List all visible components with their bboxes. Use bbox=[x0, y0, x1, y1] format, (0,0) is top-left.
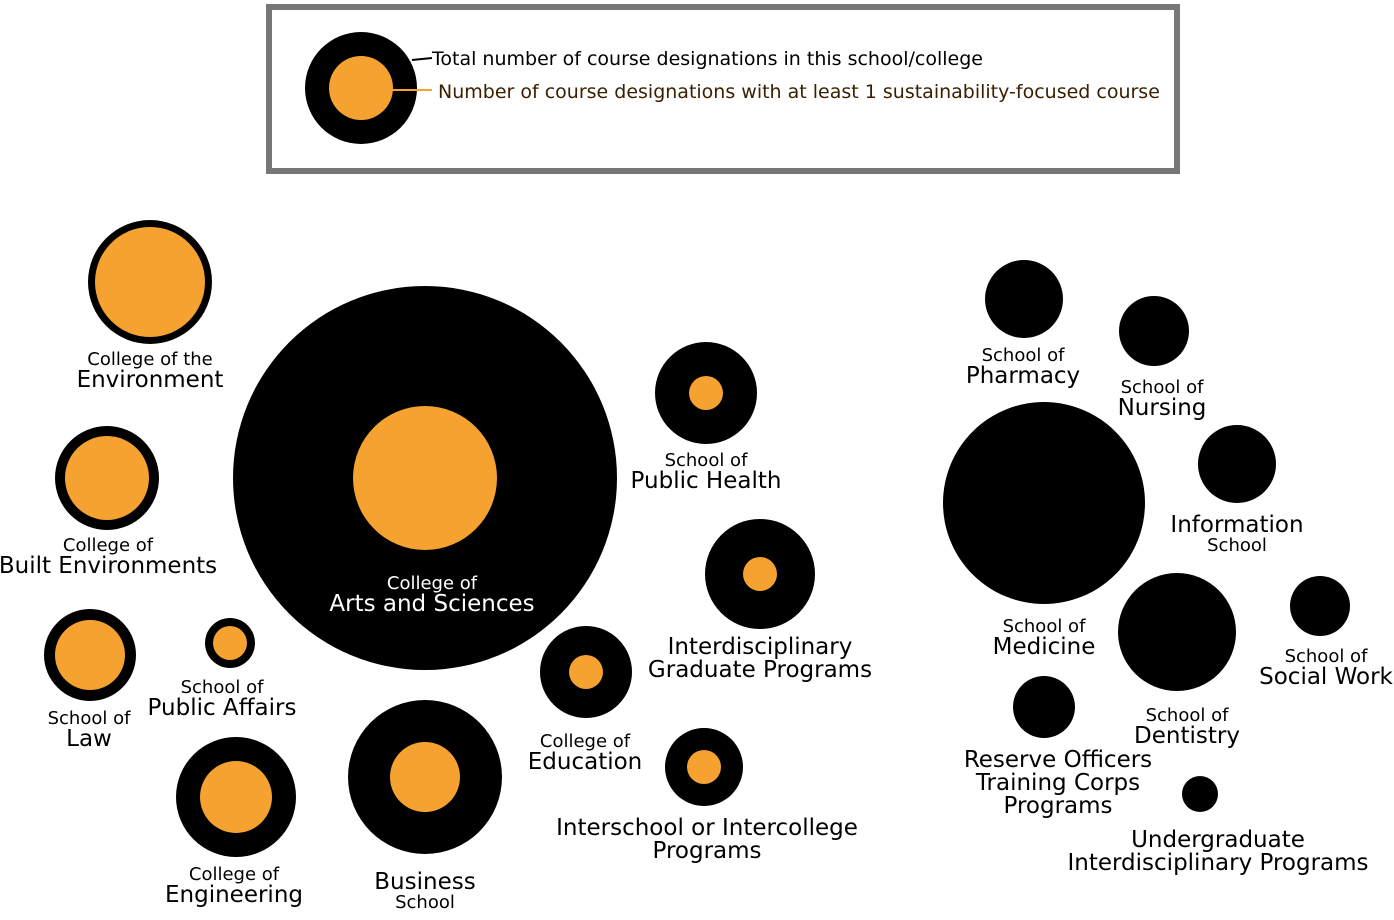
label-rotc: Reserve Officers Training Corps Programs bbox=[964, 749, 1152, 818]
label-information: Information School bbox=[1170, 514, 1303, 555]
sustainability-circle bbox=[353, 406, 497, 550]
bubble-education bbox=[540, 626, 632, 718]
label-arts-sciences: College of Arts and Sciences bbox=[329, 575, 534, 616]
label-business: Business School bbox=[374, 871, 475, 912]
label-line-2: Public Affairs bbox=[147, 695, 297, 721]
bubble-environment bbox=[88, 220, 212, 344]
bubble-pharmacy bbox=[985, 260, 1063, 338]
label-line-1: School of bbox=[1145, 705, 1229, 726]
label-undergraduate-interdisciplinary: Undergraduate Interdisciplinary Programs bbox=[1067, 829, 1368, 875]
bubble-information bbox=[1198, 425, 1276, 503]
label-pharmacy: School of Pharmacy bbox=[966, 347, 1080, 388]
legend-sustainability-circle bbox=[329, 56, 393, 120]
label-line-1: College of bbox=[539, 731, 631, 752]
sustainability-circle bbox=[687, 750, 721, 784]
label-law: School of Law bbox=[48, 710, 131, 751]
bubble-built-environments bbox=[55, 426, 159, 530]
label-line-1: Information bbox=[1170, 512, 1304, 538]
label-line-2: Nursing bbox=[1117, 395, 1207, 421]
bubble-law bbox=[44, 609, 136, 701]
label-line-1: School of bbox=[981, 345, 1065, 366]
label-line-1: School of bbox=[47, 708, 131, 729]
label-education: College of Education bbox=[528, 733, 643, 774]
label-line-2: Environment bbox=[76, 367, 224, 393]
legend bbox=[266, 4, 1180, 174]
legend-total-pointer bbox=[411, 57, 433, 61]
label-line-2: Dentistry bbox=[1134, 723, 1240, 749]
bubble-public-affairs bbox=[205, 618, 255, 668]
label-line-2: Education bbox=[527, 749, 643, 775]
bubble-arts-sciences bbox=[233, 286, 617, 670]
label-nursing: School of Nursing bbox=[1118, 379, 1207, 420]
label-line-2: Law bbox=[66, 726, 112, 752]
sustainability-circle bbox=[213, 626, 247, 660]
label-line-1: Reserve Officers bbox=[963, 747, 1153, 773]
label-line-1: Business bbox=[374, 869, 476, 895]
bubble-rotc bbox=[1013, 676, 1075, 738]
label-line-1: College of the bbox=[87, 349, 213, 370]
label-line-1: School of bbox=[180, 677, 264, 698]
label-dentistry: School of Dentistry bbox=[1134, 707, 1240, 748]
bubble-public-health bbox=[655, 342, 757, 444]
label-line-2: Graduate Programs bbox=[647, 657, 873, 683]
sustainability-circle bbox=[200, 761, 272, 833]
label-line-2: Interdisciplinary Programs bbox=[1067, 850, 1369, 876]
label-line-2: Public Health bbox=[630, 468, 782, 494]
bubble-dentistry bbox=[1118, 573, 1236, 691]
sustainability-circle bbox=[743, 557, 777, 591]
sustainability-circle bbox=[65, 436, 149, 520]
sustainability-circle bbox=[569, 655, 603, 689]
sustainability-circle bbox=[390, 742, 460, 812]
label-built-environments: College of Built Environments bbox=[0, 537, 217, 578]
label-line-2: Arts and Sciences bbox=[329, 591, 535, 617]
label-line-2: School bbox=[1207, 535, 1267, 556]
bubble-engineering bbox=[176, 737, 296, 857]
label-line-1: School of bbox=[1284, 646, 1368, 667]
label-public-health: School of Public Health bbox=[631, 452, 782, 493]
label-line-2: School bbox=[395, 892, 455, 913]
legend-sustainability-label: Number of course designations with at le… bbox=[438, 81, 1160, 103]
label-environment: College of the Environment bbox=[77, 351, 224, 392]
label-line-2: Pharmacy bbox=[965, 363, 1081, 389]
sustainability-circle bbox=[55, 620, 125, 690]
label-line-1: Interdisciplinary bbox=[667, 634, 853, 660]
bubble-nursing bbox=[1119, 296, 1189, 366]
label-line-1: School of bbox=[1002, 616, 1086, 637]
label-line-2: Training Corps bbox=[975, 770, 1141, 796]
bubble-business bbox=[348, 700, 502, 854]
label-line-1: College of bbox=[62, 535, 154, 556]
sustainability-circle bbox=[689, 376, 723, 410]
label-line-3: Programs bbox=[1003, 793, 1113, 819]
label-line-1: College of bbox=[188, 864, 280, 885]
bubble-interdisciplinary-graduate bbox=[705, 519, 815, 629]
label-line-2: Engineering bbox=[165, 882, 303, 908]
label-social-work: School of Social Work bbox=[1259, 648, 1393, 689]
legend-total-label: Total number of course designations in t… bbox=[432, 48, 983, 70]
label-medicine: School of Medicine bbox=[993, 618, 1096, 659]
label-line-1: College of bbox=[386, 573, 478, 594]
label-line-2: Programs bbox=[652, 838, 762, 864]
label-line-2: Medicine bbox=[992, 634, 1096, 660]
label-line-1: Undergraduate bbox=[1131, 827, 1305, 853]
label-line-2: Social Work bbox=[1259, 664, 1393, 690]
label-line-2: Built Environments bbox=[0, 553, 218, 579]
label-line-1: School of bbox=[664, 450, 748, 471]
label-interschool: Interschool or Intercollege Programs bbox=[556, 817, 858, 863]
label-line-1: School of bbox=[1120, 377, 1204, 398]
bubble-interschool bbox=[665, 728, 743, 806]
label-engineering: College of Engineering bbox=[165, 866, 303, 907]
sustainability-circle bbox=[95, 227, 205, 337]
label-public-affairs: School of Public Affairs bbox=[148, 679, 297, 720]
bubble-social-work bbox=[1290, 576, 1350, 636]
bubble-undergraduate-interdisciplinary bbox=[1182, 776, 1218, 812]
bubble-medicine bbox=[943, 402, 1145, 604]
label-interdisciplinary-graduate: Interdisciplinary Graduate Programs bbox=[648, 636, 872, 682]
label-line-1: Interschool or Intercollege bbox=[556, 815, 858, 841]
